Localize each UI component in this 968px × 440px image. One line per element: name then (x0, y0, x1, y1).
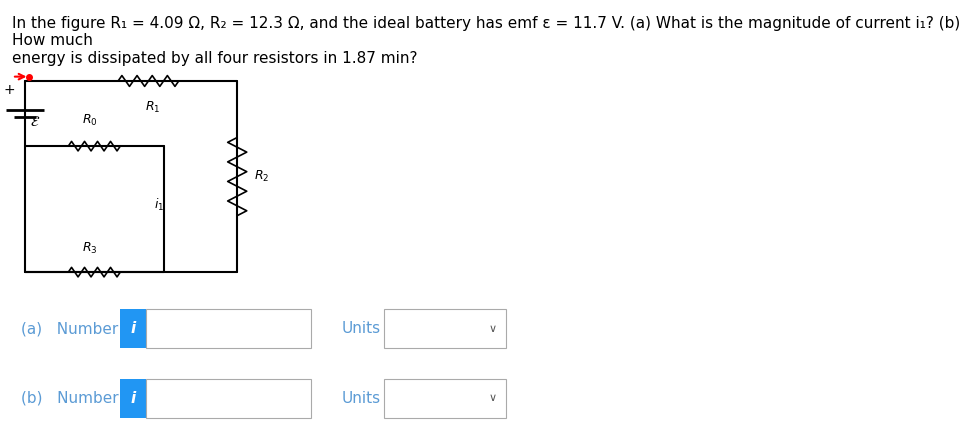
FancyBboxPatch shape (120, 378, 146, 418)
FancyBboxPatch shape (146, 378, 311, 418)
Text: In the figure R₁ = 4.09 Ω, R₂ = 12.3 Ω, and the ideal battery has emf ε = 11.7 V: In the figure R₁ = 4.09 Ω, R₂ = 12.3 Ω, … (12, 16, 960, 66)
Text: $R_3$: $R_3$ (82, 241, 98, 256)
FancyBboxPatch shape (384, 309, 505, 348)
FancyBboxPatch shape (120, 309, 146, 348)
Text: Units: Units (341, 391, 380, 406)
Text: (a)   Number: (a) Number (20, 321, 118, 336)
FancyBboxPatch shape (384, 378, 505, 418)
Text: $R_2$: $R_2$ (254, 169, 269, 184)
Text: +: + (4, 83, 15, 97)
FancyBboxPatch shape (146, 309, 311, 348)
Text: $R_1$: $R_1$ (145, 99, 161, 114)
Text: Units: Units (341, 321, 380, 336)
Text: ∨: ∨ (489, 393, 498, 403)
Text: (b)   Number: (b) Number (20, 391, 118, 406)
Text: $\mathcal{E}$: $\mathcal{E}$ (30, 115, 41, 129)
Text: $i_1$: $i_1$ (154, 197, 165, 213)
Text: i: i (131, 391, 136, 406)
Text: ∨: ∨ (489, 323, 498, 334)
Text: $R_0$: $R_0$ (82, 113, 98, 128)
Text: i: i (131, 321, 136, 336)
